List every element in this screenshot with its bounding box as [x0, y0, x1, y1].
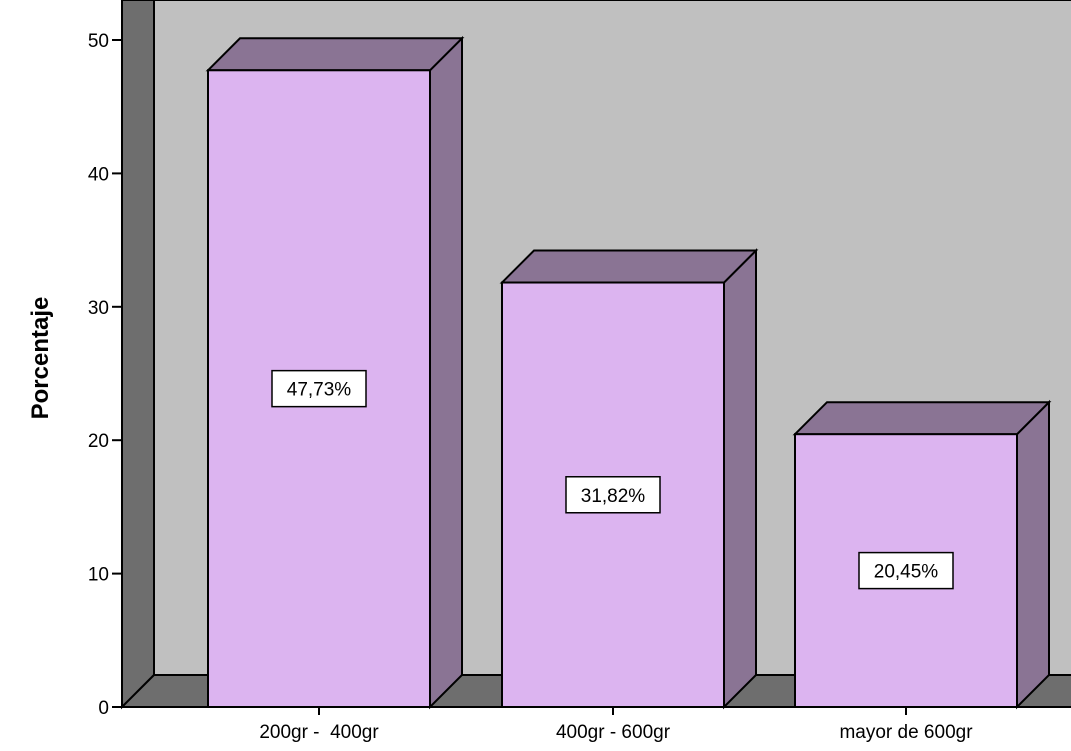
data-label-box — [565, 476, 661, 514]
y-tick-label: 10 — [88, 565, 109, 586]
bar-side — [1016, 399, 1050, 710]
x-axis-labels: 200gr - 400gr 400gr - 600gr mayor de 600gr — [112, 706, 1071, 743]
bar: 20,45% — [792, 399, 1052, 710]
y-tick-label: 0 — [98, 698, 109, 719]
y-axis: 0 10 20 30 40 50 — [88, 31, 122, 719]
bar-side — [723, 248, 757, 710]
data-label-box — [858, 551, 954, 590]
y-axis-label: Porcentaje — [27, 297, 54, 420]
data-label: 31,82% — [581, 486, 646, 507]
chart-left-wall — [121, 0, 155, 710]
data-label: 47,73% — [287, 380, 352, 401]
bars: 47,73% 31,82% 20,45% — [205, 35, 1052, 710]
y-tick-label: 20 — [88, 431, 109, 452]
y-tick-label: 40 — [88, 164, 109, 185]
x-category-label: mayor de 600gr — [839, 722, 973, 743]
bar-top — [499, 249, 759, 284]
bar: 31,82% — [499, 248, 759, 710]
data-label-box — [271, 369, 367, 408]
bar-top — [792, 401, 1052, 436]
y-tick-label: 30 — [88, 298, 109, 319]
x-category-label: 400gr - 600gr — [556, 722, 671, 743]
bar-side — [429, 35, 463, 710]
data-label: 20,45% — [874, 562, 939, 583]
bar: 47,73% — [205, 35, 465, 710]
x-category-label: 200gr - 400gr — [259, 722, 379, 743]
y-tick-label: 50 — [88, 31, 109, 52]
bar-top — [205, 37, 465, 72]
